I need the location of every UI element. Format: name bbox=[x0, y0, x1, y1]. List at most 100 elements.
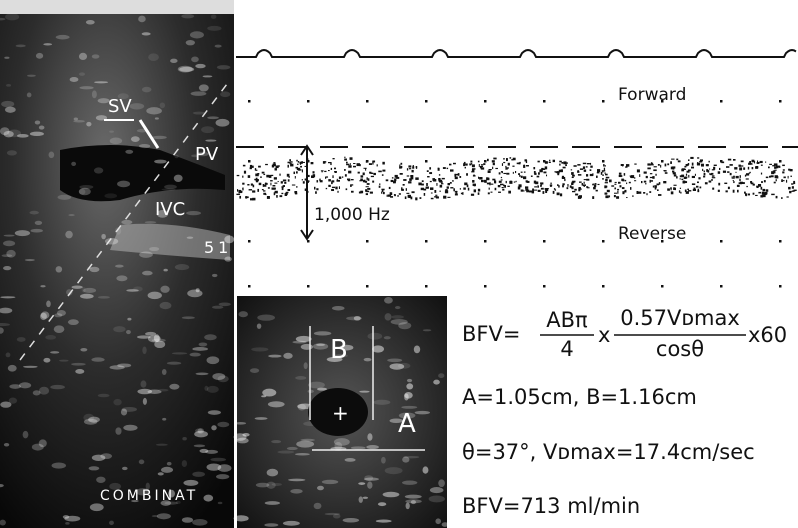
speck bbox=[791, 183, 793, 184]
speck bbox=[383, 492, 400, 498]
speck bbox=[280, 195, 283, 197]
speck bbox=[499, 172, 501, 174]
speck bbox=[314, 331, 332, 335]
speck bbox=[712, 188, 714, 190]
speck bbox=[364, 358, 372, 361]
speck bbox=[167, 362, 181, 365]
speck bbox=[594, 185, 596, 187]
speck bbox=[82, 287, 86, 292]
speck bbox=[709, 168, 710, 169]
speck bbox=[779, 285, 782, 288]
speck bbox=[255, 417, 268, 420]
speck bbox=[533, 167, 535, 169]
speck bbox=[629, 182, 631, 183]
speck bbox=[733, 178, 735, 179]
speck bbox=[194, 445, 205, 448]
speck bbox=[447, 168, 448, 169]
page: SV PV IVC 51 COMBINAT Forward Reverse 1,… bbox=[0, 0, 798, 528]
speck bbox=[296, 186, 297, 187]
speck bbox=[661, 160, 664, 163]
speck bbox=[137, 129, 148, 133]
speck bbox=[296, 441, 314, 448]
speck bbox=[733, 190, 735, 193]
speck bbox=[534, 171, 536, 174]
speck bbox=[776, 196, 778, 198]
speck bbox=[296, 160, 297, 162]
speck bbox=[162, 369, 167, 375]
speck bbox=[359, 496, 363, 502]
top-strip bbox=[0, 0, 234, 14]
speck bbox=[590, 174, 593, 176]
speck bbox=[205, 139, 216, 141]
speck bbox=[650, 173, 652, 174]
speck bbox=[537, 176, 540, 178]
speck bbox=[620, 185, 622, 187]
speck bbox=[79, 72, 85, 75]
speck bbox=[463, 188, 466, 190]
speck bbox=[155, 117, 159, 119]
speck bbox=[183, 480, 198, 486]
label-b: B bbox=[330, 335, 348, 365]
speck bbox=[351, 191, 354, 193]
speck bbox=[241, 191, 242, 193]
speck bbox=[406, 188, 407, 191]
speck bbox=[115, 227, 121, 234]
speck bbox=[302, 179, 303, 180]
speck bbox=[726, 166, 729, 168]
speck bbox=[390, 363, 405, 369]
speck bbox=[561, 169, 563, 172]
speck bbox=[27, 93, 32, 98]
speck bbox=[84, 419, 98, 425]
speck bbox=[700, 187, 702, 189]
speck bbox=[35, 221, 42, 225]
speck bbox=[438, 479, 445, 487]
speck bbox=[683, 169, 686, 170]
speck bbox=[758, 192, 761, 194]
speck bbox=[680, 188, 681, 189]
speck bbox=[242, 176, 243, 178]
speck bbox=[698, 177, 700, 179]
speck bbox=[429, 172, 432, 174]
speck bbox=[142, 87, 151, 93]
speck bbox=[386, 179, 389, 181]
speck bbox=[626, 183, 627, 185]
speck bbox=[423, 466, 429, 473]
speck bbox=[728, 159, 731, 161]
speck bbox=[425, 240, 428, 243]
speck bbox=[634, 164, 636, 165]
speck bbox=[788, 169, 790, 171]
speck bbox=[674, 175, 677, 177]
speck bbox=[688, 175, 689, 178]
speck bbox=[116, 275, 127, 281]
speck bbox=[772, 165, 775, 166]
speck bbox=[426, 187, 429, 189]
speck bbox=[701, 164, 704, 167]
speck bbox=[519, 175, 521, 176]
speck bbox=[495, 182, 496, 184]
speck bbox=[550, 186, 552, 187]
speck bbox=[350, 163, 351, 164]
speck bbox=[343, 518, 359, 523]
speck bbox=[406, 502, 410, 509]
speck bbox=[27, 75, 36, 77]
speck bbox=[345, 174, 347, 176]
speck bbox=[372, 162, 373, 165]
speck bbox=[350, 185, 352, 187]
speck bbox=[609, 195, 610, 197]
speck bbox=[526, 190, 529, 193]
speck bbox=[515, 171, 516, 173]
speck bbox=[295, 176, 296, 179]
speck bbox=[524, 172, 526, 173]
speck bbox=[658, 194, 661, 196]
speck bbox=[435, 518, 441, 524]
speck bbox=[595, 183, 597, 185]
speck bbox=[584, 182, 585, 184]
speck bbox=[190, 31, 204, 38]
speck bbox=[250, 167, 252, 169]
speck bbox=[344, 157, 345, 158]
speck bbox=[257, 189, 259, 192]
speck bbox=[439, 174, 440, 175]
speck bbox=[373, 400, 390, 405]
speck bbox=[443, 196, 446, 199]
speck bbox=[543, 240, 546, 243]
